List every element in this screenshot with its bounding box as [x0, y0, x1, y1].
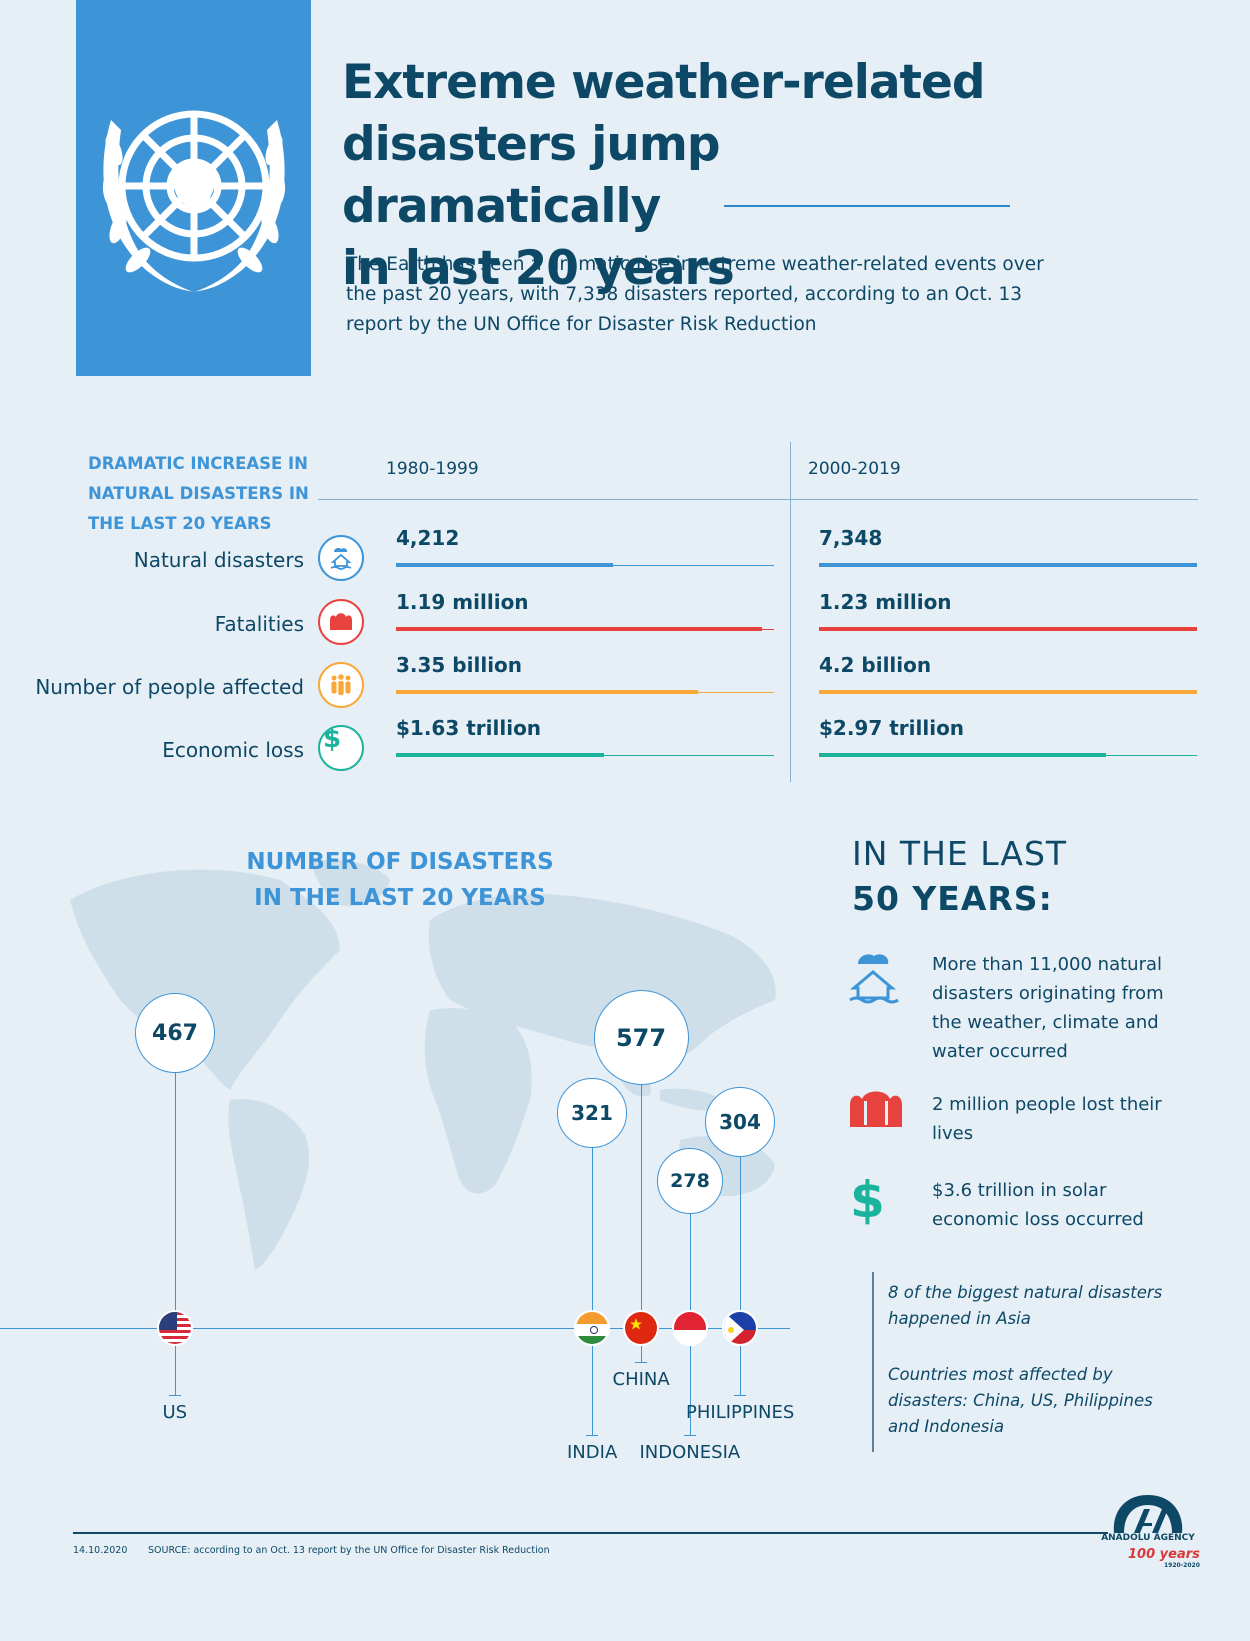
anniversary-text: 100 years [1128, 1547, 1200, 1562]
marker-tick [684, 1435, 696, 1436]
bar-fill [396, 753, 604, 757]
fact-lives: 2 million people lost their lives [932, 1094, 1162, 1144]
dollar-icon: $ [850, 1171, 885, 1229]
agency-name: ANADOLU AGENCY [1101, 1533, 1195, 1543]
bar-fill [819, 627, 1197, 631]
bar-fill [819, 753, 1106, 757]
indonesia-flag-icon [672, 1310, 708, 1346]
disaster-count-bubble: 577 [593, 990, 689, 1085]
fact-disasters: More than 11,000 natural disasters origi… [932, 954, 1164, 1062]
value-2000-2019: 1.23 million [819, 590, 952, 614]
value-1980-1999: 3.35 billion [396, 653, 523, 677]
philippines-flag-icon [722, 1310, 758, 1346]
bar-fill [819, 563, 1197, 567]
period-2-label: 2000-2019 [808, 459, 901, 479]
country-label: PHILIPPINES [686, 1402, 795, 1423]
marker-stem [175, 1073, 176, 1395]
table-header-rule [318, 499, 1198, 500]
fact-economic-loss: $3.6 trillion in solar economic loss occ… [932, 1180, 1144, 1230]
title-line: disasters jump dramatically [342, 117, 720, 234]
marker-tick [586, 1435, 598, 1436]
value-1980-1999: $1.63 trillion [396, 716, 542, 740]
row-label: Economic loss [162, 738, 304, 762]
people-silhouette-icon [846, 1085, 906, 1133]
map-title-line: NUMBER OF DISASTERS [246, 849, 554, 875]
marker-tick [635, 1362, 647, 1363]
un-emblem-icon [102, 110, 286, 292]
column-divider [790, 442, 791, 782]
value-1980-1999: 4,212 [396, 526, 460, 550]
people-group-icon [318, 662, 364, 708]
footer-rule [73, 1532, 1108, 1534]
intro-paragraph: The Earth has seen a dramatic rise in ex… [346, 254, 1044, 335]
dollar-icon: $ [318, 725, 364, 771]
marker-stem [740, 1157, 741, 1395]
last50-heading-line2: 50 YEARS: [852, 879, 1053, 918]
bar-fill [396, 627, 762, 631]
value-1980-1999: 1.19 million [396, 590, 529, 614]
marker-stem [592, 1148, 593, 1435]
disaster-count-bubble: 278 [657, 1148, 723, 1214]
note-divider [872, 1272, 874, 1452]
row-label: Fatalities [214, 612, 304, 636]
value-2000-2019: 7,348 [819, 526, 883, 550]
flood-house-icon [846, 950, 900, 1010]
flood-house-icon [318, 535, 364, 581]
marker-stem [641, 1085, 642, 1362]
note-asia: 8 of the biggest natural disasters happe… [888, 1283, 1163, 1328]
value-2000-2019: $2.97 trillion [819, 716, 965, 740]
heading-line: NATURAL DISASTERS IN [88, 484, 309, 503]
country-label: CHINA [612, 1369, 670, 1390]
china-flag-icon [623, 1310, 659, 1346]
disaster-count-bubble: 467 [135, 993, 215, 1073]
last50-heading-line1: IN THE LAST [852, 834, 1068, 873]
row-label: Number of people affected [35, 675, 304, 699]
title-line: Extreme weather-related [342, 55, 986, 110]
disaster-count-bubble: 304 [705, 1087, 775, 1157]
us-flag-icon [157, 1310, 193, 1346]
heading-line: DRAMATIC INCREASE IN [88, 454, 308, 473]
period-1-label: 1980-1999 [386, 459, 479, 479]
aa-logo-icon [1113, 1495, 1183, 1533]
title-underline [724, 205, 1010, 207]
anadolu-agency-logo [1104, 1493, 1192, 1539]
country-label: INDONESIA [639, 1442, 741, 1463]
note-most-affected: Countries most affected by disasters: Ch… [888, 1365, 1153, 1436]
heading-line: THE LAST 20 YEARS [88, 514, 272, 533]
footer-date: 14.10.2020 [73, 1545, 128, 1556]
title-line: in last 20 years [342, 241, 735, 296]
anniversary-badge: 100 years 1920-2020 [1128, 1547, 1200, 1569]
marker-tick [169, 1395, 181, 1396]
row-label: Natural disasters [133, 548, 304, 572]
marker-tick [734, 1395, 746, 1396]
country-axis-line [0, 1328, 790, 1329]
bar-fill [396, 690, 698, 694]
page-title: Extreme weather-related disasters jump d… [342, 52, 1042, 300]
comparison-heading: DRAMATIC INCREASE IN NATURAL DISASTERS I… [88, 449, 328, 539]
map-title-line: IN THE LAST 20 YEARS [254, 885, 546, 911]
value-2000-2019: 4.2 billion [819, 653, 932, 677]
map-title: NUMBER OF DISASTERS IN THE LAST 20 YEARS [220, 844, 580, 916]
footer-source: SOURCE: according to an Oct. 13 report b… [148, 1545, 550, 1556]
country-label: INDIA [567, 1442, 618, 1463]
india-flag-icon [574, 1310, 610, 1346]
anniversary-dates: 1920-2020 [1163, 1562, 1200, 1569]
world-map-icon [70, 860, 776, 1270]
disaster-count-bubble: 321 [557, 1078, 627, 1148]
un-emblem-panel [76, 0, 311, 376]
country-label: US [162, 1402, 188, 1423]
people-silhouette-icon [318, 599, 364, 645]
bar-fill [819, 690, 1197, 694]
bar-fill [396, 563, 613, 567]
